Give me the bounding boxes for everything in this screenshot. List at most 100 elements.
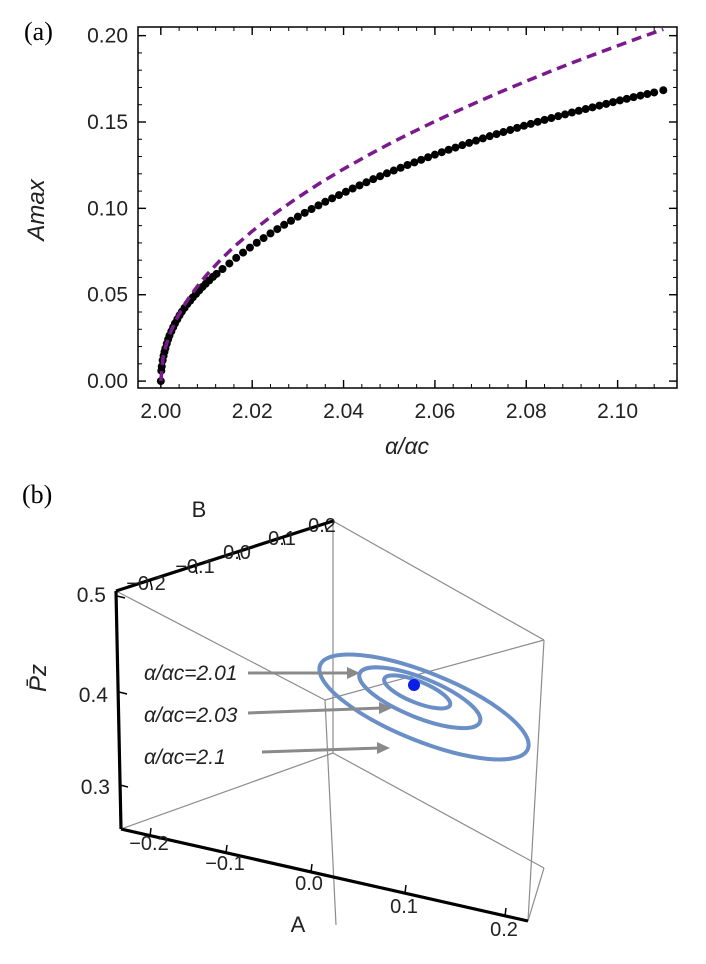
- data-point: [417, 155, 426, 164]
- b-tick-label: −0.1: [175, 556, 214, 578]
- data-point: [533, 117, 542, 126]
- data-point: [588, 103, 597, 112]
- data-point: [629, 93, 638, 102]
- data-point: [341, 187, 350, 196]
- data-point: [574, 106, 583, 115]
- data-point: [382, 169, 391, 178]
- y-tick-label: 0.20: [87, 25, 128, 48]
- data-point: [355, 181, 364, 190]
- box-edge: [120, 752, 334, 830]
- limit-cycle-loop: [317, 652, 531, 762]
- pz-tick-mark: [116, 595, 126, 599]
- arrow-head: [347, 667, 360, 679]
- data-point: [492, 130, 501, 139]
- data-point: [334, 191, 343, 200]
- b-tick-mark: [149, 579, 153, 589]
- plot-frame: [137, 26, 678, 389]
- data-point: [376, 172, 385, 181]
- y-tick-labels: 0.00 0.05 0.10 0.15 0.20: [87, 25, 128, 393]
- pz-tick-label: 0.3: [81, 776, 110, 799]
- x-tick-label: 2.06: [414, 400, 455, 423]
- a-tick-mark: [504, 907, 507, 917]
- data-point: [239, 248, 248, 257]
- data-point: [348, 184, 357, 193]
- data-point: [273, 225, 282, 234]
- a-tick-label: 0.2: [490, 919, 518, 941]
- b-tick-label: 0.1: [268, 528, 296, 550]
- x-tick-label: 2.10: [597, 400, 638, 423]
- data-point: [499, 128, 508, 137]
- b-tick-mark: [282, 536, 286, 546]
- a-tick-mark: [404, 884, 407, 894]
- b-tick-label: −0.2: [126, 573, 165, 595]
- fixed-point: [408, 679, 420, 691]
- data-point: [259, 234, 268, 243]
- data-point: [266, 229, 275, 238]
- data-point: [458, 141, 467, 150]
- b-tick-mark: [194, 565, 198, 575]
- y-tick-label: 0.10: [87, 197, 128, 220]
- panel-b-label: (b): [22, 480, 52, 509]
- b-axis-label: B: [192, 497, 207, 522]
- a-tick-label: −0.1: [205, 853, 244, 875]
- annotations: α/αc=2.01 α/αc=2.03 α/αc=2.1: [144, 662, 392, 769]
- data-point: [396, 163, 405, 172]
- b-tick-mark: [237, 551, 241, 561]
- data-point: [609, 98, 618, 107]
- annotation-label: α/αc=2.01: [144, 662, 237, 685]
- box-edge: [527, 639, 545, 922]
- a-tick-labels: −0.2 −0.1 0.0 0.1 0.2: [129, 833, 518, 941]
- x-tick-label: 2.00: [140, 400, 181, 423]
- data-point: [369, 175, 378, 184]
- data-point: [650, 88, 659, 97]
- annotation-label: α/αc=2.1: [144, 746, 226, 769]
- data-point: [567, 108, 576, 117]
- data-point: [314, 201, 323, 210]
- data-point: [287, 216, 296, 225]
- y-tick-label: 0.15: [87, 111, 128, 134]
- x-tick-label: 2.04: [323, 400, 364, 423]
- x-tick-label: 2.08: [506, 400, 547, 423]
- b-tick-labels: −0.2 −0.1 0.0 0.1 0.2: [126, 515, 336, 595]
- data-point: [561, 110, 570, 119]
- pz-tick-mark: [119, 784, 129, 788]
- pz-tick-label: 0.4: [79, 684, 109, 707]
- limit-cycles: [317, 652, 531, 762]
- z-axis-line: [114, 590, 123, 830]
- a-axis-line: [120, 827, 529, 923]
- data-point: [403, 161, 412, 170]
- limit-cycle-loop: [382, 673, 453, 711]
- data-point: [615, 96, 624, 105]
- data-point: [245, 243, 254, 252]
- data-point: [513, 123, 522, 132]
- data-point: [554, 112, 563, 121]
- data-point: [643, 90, 652, 99]
- panel-a-chart: 2.00 2.02 2.04 2.06 2.08 2.10 0.00 0.05 …: [23, 25, 678, 459]
- box-edge: [324, 639, 545, 701]
- a-tick-mark: [225, 844, 228, 854]
- y-tick-label: 0.00: [87, 370, 128, 393]
- data-point: [424, 153, 433, 162]
- a-tick-label: 0.1: [390, 896, 418, 918]
- b-axis-line: [115, 519, 334, 593]
- axis-edges: [114, 519, 529, 923]
- data-point: [526, 119, 535, 128]
- axis-ticks: [138, 27, 677, 388]
- annotation-arrow: [247, 706, 383, 715]
- data-point: [300, 208, 309, 217]
- y-tick-label: 0.05: [87, 284, 128, 307]
- data-point: [232, 253, 241, 262]
- pz-axis-label: P̄z: [25, 664, 52, 692]
- data-point: [472, 136, 481, 145]
- x-tick-labels: 2.00 2.02 2.04 2.06 2.08 2.10: [140, 400, 638, 423]
- limit-cycle-loop: [357, 665, 483, 731]
- data-point: [307, 205, 316, 214]
- data-point: [293, 212, 302, 221]
- data-point: [444, 145, 453, 154]
- data-point: [465, 138, 474, 147]
- x-tick-label: 2.02: [232, 400, 273, 423]
- data-point: [602, 99, 611, 108]
- pz-tick-labels: 0.5 0.4 0.3: [77, 584, 110, 799]
- a-tick-label: −0.2: [129, 833, 168, 855]
